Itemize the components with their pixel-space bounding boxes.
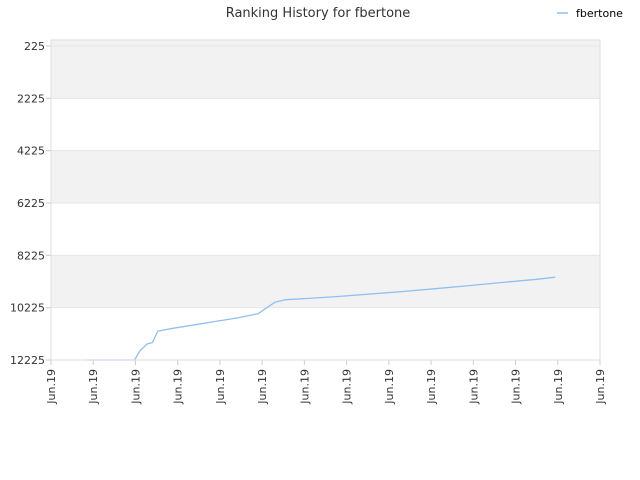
plot-band [51,203,600,256]
x-tick-label: Jun.19 [45,369,58,405]
plot-band [51,98,600,151]
x-tick-label: Jun.19 [256,369,269,405]
x-tick-label: Jun.19 [383,369,396,405]
legend-label: fbertone [576,7,623,20]
x-axis: Jun.19 Jun.19 Jun.19 Jun.19 Jun.19 Jun.19 Jun.… [45,360,607,405]
plot-bands [51,40,600,360]
x-tick-label: Jun.19 [172,369,185,405]
y-tick-label: 6225 [17,197,45,210]
plot-band [51,307,600,360]
y-axis: 225 2225 4225 6225 8225 10225 12225 [10,40,51,367]
x-tick-label: Jun.19 [552,369,565,405]
x-tick-label: Jun.19 [341,369,354,405]
x-tick-label: Jun.19 [298,369,311,405]
x-tick-label: Jun.19 [594,369,607,405]
y-tick-label: 4225 [17,145,45,158]
y-tick-label: 8225 [17,249,45,262]
plot-frame [50,39,601,361]
chart-title: Ranking History for fbertone [226,6,411,21]
x-tick-label: Jun.19 [214,369,227,405]
plot-band [51,40,600,46]
legend: fbertone [557,7,623,20]
plot-band [51,46,600,99]
x-tick-label: Jun.19 [129,369,142,405]
x-tick-label: Jun.19 [467,369,480,405]
x-tick-label: Jun.19 [87,369,100,405]
series-group [86,276,556,361]
y-tick-label: 10225 [10,302,45,315]
x-tick-label: Jun.19 [510,369,523,405]
y-tick-label: 225 [24,40,45,53]
plot-band [51,150,600,203]
y-tick-label: 12225 [10,354,45,367]
x-tick-label: Jun.19 [425,369,438,405]
series-line-fbertone [86,276,556,361]
y-tick-label: 2225 [17,92,45,105]
